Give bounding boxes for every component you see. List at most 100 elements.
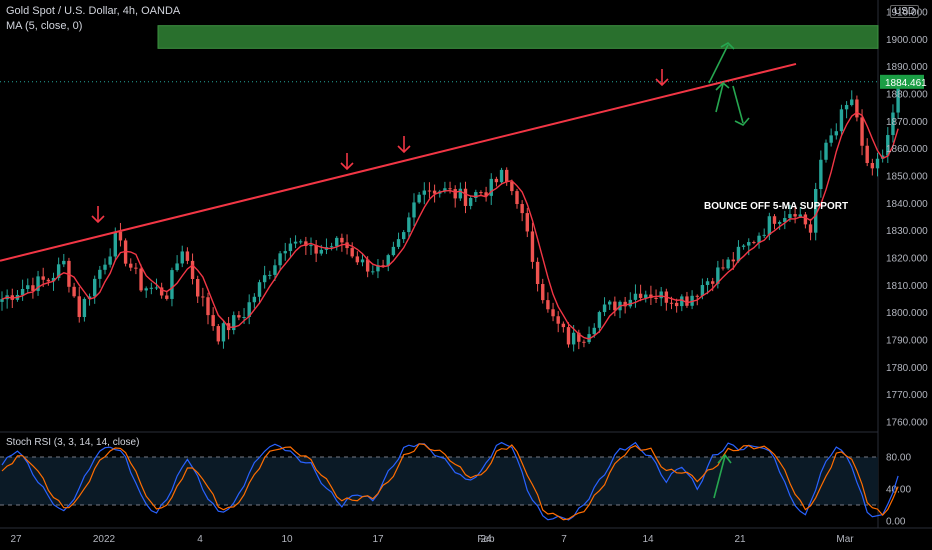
- candle-body: [546, 300, 550, 310]
- rsi-tick-label: 40.00: [886, 485, 911, 496]
- candle-body: [304, 241, 308, 247]
- candle-body: [0, 299, 4, 302]
- candle-body: [886, 135, 890, 156]
- candle-body: [402, 232, 406, 240]
- candle-body: [541, 284, 545, 301]
- candle-body: [561, 323, 566, 328]
- time-tick-label: Mar: [836, 534, 854, 545]
- candle-body: [335, 237, 339, 247]
- candle-body: [299, 241, 303, 243]
- candle-body: [608, 301, 612, 305]
- rsi-tick-label: 80.00: [886, 453, 911, 464]
- candle-body: [515, 191, 519, 205]
- candle-body: [721, 267, 725, 269]
- candle-body: [582, 341, 586, 343]
- candle-body: [772, 216, 777, 224]
- time-tick-label: 24: [480, 534, 492, 545]
- price-tick-label: 1790.000: [886, 336, 928, 347]
- time-tick-label: 7: [561, 534, 567, 545]
- price-tick-label: 1820.000: [886, 254, 928, 265]
- candle-body: [87, 296, 92, 299]
- candle-body: [793, 214, 797, 217]
- candle-body: [592, 327, 596, 335]
- candle-body: [201, 296, 205, 298]
- down-arrow-icon: [655, 69, 669, 87]
- candle-body: [371, 271, 375, 273]
- ma-indicator-label[interactable]: MA (5, close, 0): [6, 20, 83, 32]
- candle-body: [216, 326, 220, 342]
- candle-body: [221, 323, 226, 342]
- candle-body: [865, 145, 869, 164]
- price-tick-label: 1800.000: [886, 308, 928, 319]
- candle-body: [870, 163, 875, 169]
- time-tick-label: 27: [10, 534, 22, 545]
- candle-body: [711, 281, 715, 284]
- candle-body: [62, 260, 66, 265]
- candle-body: [407, 217, 411, 233]
- candle-body: [427, 190, 432, 192]
- candle-body: [355, 256, 360, 263]
- candle-body: [432, 190, 437, 194]
- candle-body: [577, 332, 581, 342]
- candle-body: [896, 81, 900, 113]
- candle-body: [278, 253, 282, 266]
- candle-body: [520, 204, 524, 214]
- price-tick-label: 1850.000: [886, 172, 928, 183]
- candle-body: [453, 189, 457, 199]
- candle-body: [510, 181, 514, 192]
- price-tick-label: 1780.000: [886, 363, 928, 374]
- price-tick-label: 1860.000: [886, 144, 928, 155]
- candle-body: [762, 234, 766, 236]
- candle-body: [458, 188, 463, 199]
- candle-body: [484, 192, 488, 196]
- candle-body: [391, 246, 396, 256]
- currency-button[interactable]: USD: [890, 5, 920, 18]
- price-tick-label: 1880.000: [886, 90, 928, 101]
- time-tick-label: 21: [734, 534, 746, 545]
- candle-body: [479, 192, 483, 194]
- candle-body: [736, 246, 741, 262]
- candle-body: [98, 269, 102, 279]
- candle-body: [257, 282, 262, 297]
- candle-body: [46, 279, 51, 282]
- candle-body: [705, 281, 710, 286]
- candle-body: [602, 304, 607, 313]
- candle-body: [159, 287, 164, 296]
- stoch-rsi-label[interactable]: Stoch RSI (3, 3, 14, 14, close): [6, 437, 140, 448]
- candle-body: [20, 288, 25, 295]
- candle-body: [494, 178, 499, 183]
- candle-body: [154, 287, 159, 289]
- candle-body: [350, 248, 354, 257]
- candle-body: [674, 302, 679, 307]
- candlesticks: [0, 74, 900, 352]
- candle-body: [56, 264, 61, 278]
- price-tick-label: 1890.000: [886, 62, 928, 73]
- candle-body: [638, 293, 643, 298]
- candle-body: [726, 259, 730, 269]
- candle-body: [767, 216, 772, 235]
- candle-body: [777, 222, 782, 224]
- down-arrow-icon: [732, 85, 750, 126]
- candle-body: [262, 275, 267, 283]
- candle-body: [716, 267, 720, 284]
- candle-body: [891, 112, 895, 136]
- down-arrow-icon: [91, 206, 105, 224]
- candle-body: [551, 309, 555, 317]
- candle-body: [93, 278, 97, 297]
- price-tick-label: 1810.000: [886, 281, 928, 292]
- candle-body: [376, 265, 380, 272]
- last-price-label: 1884.461: [885, 78, 927, 89]
- price-tick-label: 1870.000: [886, 117, 928, 128]
- candle-body: [829, 135, 833, 143]
- candle-body: [844, 105, 849, 110]
- candle-body: [669, 302, 674, 304]
- candle-body: [571, 332, 576, 345]
- candle-body: [149, 287, 154, 289]
- candle-body: [144, 288, 148, 291]
- candle-body: [386, 255, 390, 266]
- candle-body: [232, 315, 236, 331]
- candle-body: [206, 297, 210, 316]
- time-tick-label: 14: [642, 534, 654, 545]
- annotation-text: BOUNCE OFF 5-MA SUPPORT: [704, 201, 849, 212]
